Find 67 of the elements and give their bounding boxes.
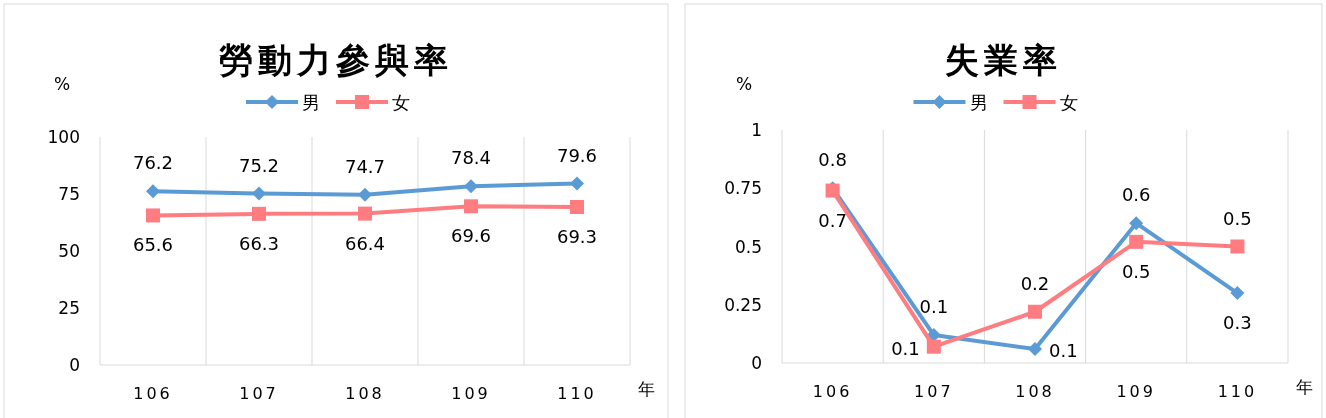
x-tick-label: 110 [1217,382,1258,401]
x-tick-label: 109 [1116,382,1156,401]
x-tick-label: 106 [812,382,853,401]
y-tick-label: 25 [58,298,80,318]
x-tick-label: 109 [451,384,491,403]
point [464,179,478,194]
chart-title: 失業率 [945,40,1062,80]
data-label: 69.3 [556,226,598,247]
data-label: 0.1 [919,296,949,318]
point [570,200,584,214]
data-label: 78.4 [450,147,492,169]
point [570,176,584,191]
legend-label: 女 [1059,92,1078,113]
point [146,184,160,199]
point [1230,286,1245,301]
data-label: 76.2 [132,152,174,174]
point [252,206,266,221]
data-label: 74.7 [344,155,386,177]
data-label: 0.6 [1121,184,1151,206]
y-axis-title: % [735,74,753,94]
data-label: 0.5 [1223,207,1252,229]
x-tick-label: 106 [133,384,173,403]
x-tick-label: 110 [557,384,597,403]
legend-label: 男 [302,92,320,113]
legend-label: 女 [392,92,410,113]
point [252,186,266,201]
x-tick-label: 107 [914,382,954,401]
point [358,187,372,202]
y-tick-label: 0.5 [734,236,762,257]
data-label: 75.2 [238,154,280,176]
data-label: 0.1 [1049,340,1078,362]
x-tick-label: 108 [345,384,385,403]
data-label: 65.6 [132,234,174,256]
x-axis-title: 年 [638,379,655,399]
data-label: 69.6 [450,225,492,247]
point [358,206,372,221]
data-label: 0.2 [1020,272,1050,294]
point [926,339,941,354]
y-tick-label: 0.25 [724,294,762,315]
x-tick-label: 107 [239,384,279,403]
y-tick-label: 0 [751,353,762,373]
data-label: 0.1 [891,337,920,359]
y-tick-label: 0.75 [724,178,762,199]
data-label: 79.6 [556,144,598,166]
data-label: 66.3 [238,232,280,254]
y-tick-label: 100 [47,127,80,147]
y-tick-label: 75 [58,184,80,204]
point [1129,216,1144,231]
x-tick-label: 108 [1015,382,1055,401]
chart-title: 勞動力參與率 [219,40,453,80]
data-label: 66.4 [344,232,386,254]
point [1230,239,1245,254]
point [146,208,160,223]
data-label: 0.8 [818,149,847,171]
data-label: 0.3 [1223,312,1252,334]
point [1129,234,1144,249]
data-label: 0.7 [818,209,847,231]
y-tick-label: 1 [751,120,762,140]
data-label: 0.5 [1121,260,1151,282]
y-tick-label: 50 [58,241,80,261]
point [1028,304,1042,319]
legend-label: 男 [969,92,988,113]
y-tick-label: 0 [69,355,80,375]
y-axis-title: % [53,74,71,94]
point [1028,342,1042,357]
x-axis-title: 年 [1296,377,1313,397]
point [464,199,478,214]
